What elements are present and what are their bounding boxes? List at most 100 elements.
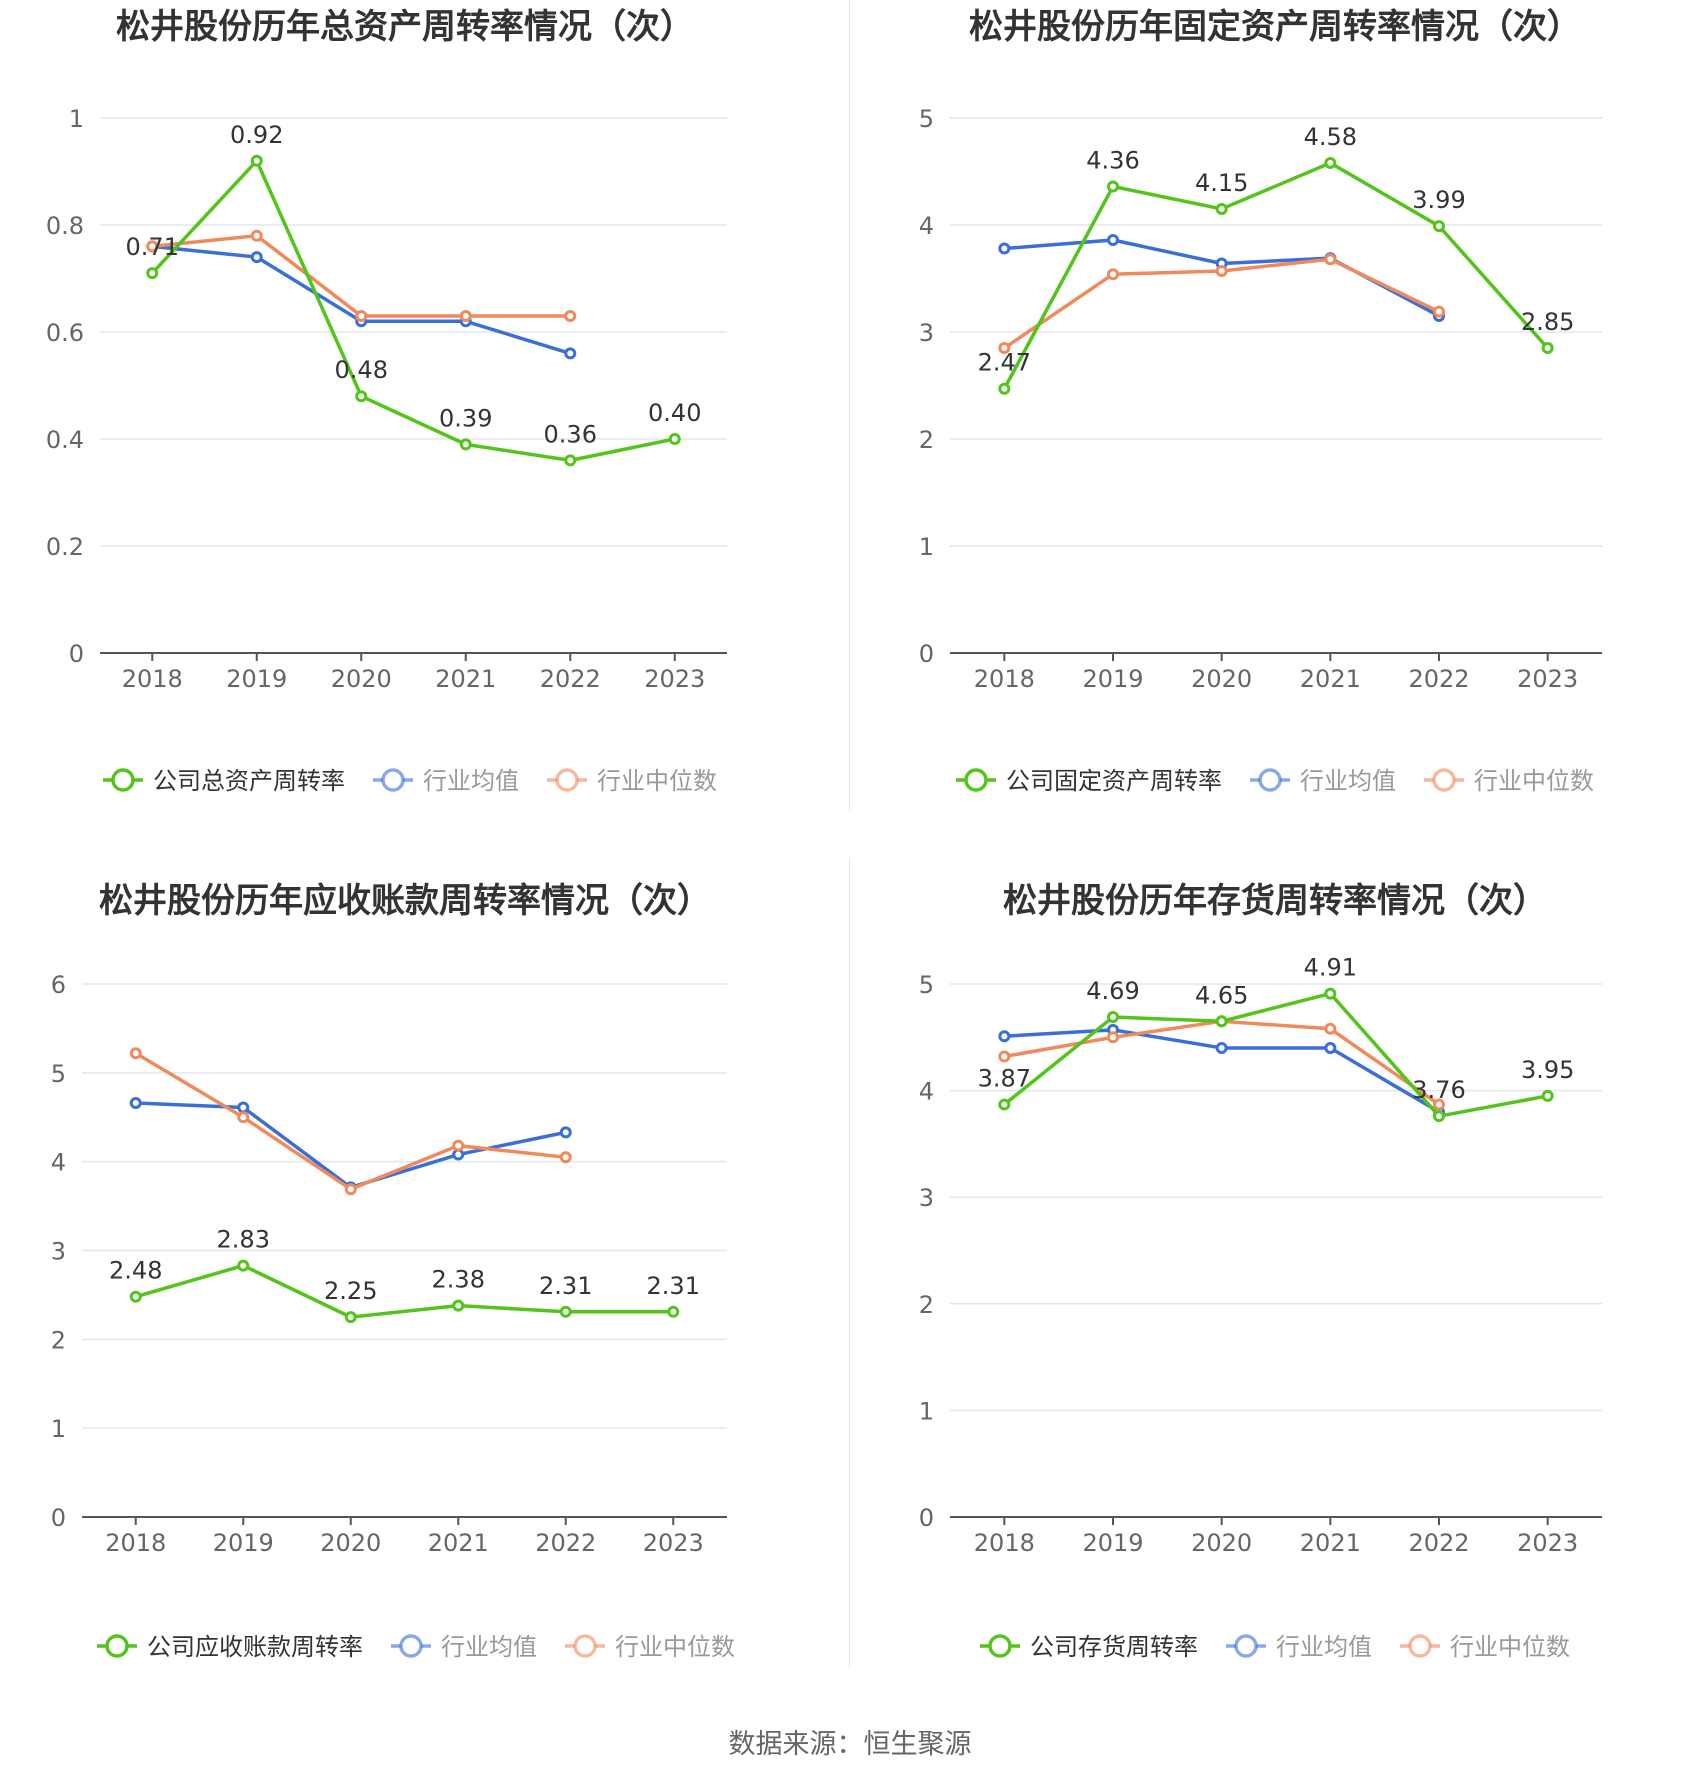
legend-label: 公司固定资产周转率 (1006, 767, 1222, 795)
data-point (559, 1305, 572, 1318)
x-tick-label: 2021 (1300, 665, 1361, 693)
x-tick-label: 2020 (1191, 1529, 1252, 1557)
data-point (668, 433, 681, 445)
series-line (134, 1051, 566, 1191)
x-tick-label: 2019 (213, 1529, 274, 1557)
x-tick-label: 2023 (643, 1529, 704, 1557)
data-label: 3.87 (978, 1064, 1031, 1092)
data-point (1107, 180, 1119, 193)
series-line (135, 1101, 567, 1190)
chart-panel-fixed-asset: 松井股份历年固定资产周转率情况（次） 0 1 2 3 4 5 2018 2019 2020 2021… (850, 0, 1700, 860)
data-point (564, 347, 577, 360)
legend-marker-icon (555, 768, 579, 792)
data-label: 4.58 (1304, 123, 1357, 151)
y-tick-label: 1 (919, 1397, 934, 1425)
series-line (1003, 991, 1548, 1118)
data-point (250, 229, 263, 242)
data-label: 3.95 (1521, 1056, 1574, 1084)
chart-title: 松井股份历年存货周转率情况（次） (1003, 881, 1547, 921)
data-point (1215, 265, 1228, 278)
data-label: 4.65 (1195, 981, 1248, 1009)
legend-marker-icon (1408, 1634, 1432, 1658)
y-tick-label: 0 (919, 640, 934, 668)
data-point (998, 342, 1011, 355)
legend-item: 行业均值 (1226, 1633, 1372, 1661)
chart-title: 松井股份历年应收账款周转率情况（次） (99, 881, 711, 921)
data-point (1215, 1015, 1228, 1028)
x-tick-label: 2020 (320, 1529, 381, 1557)
panel-divider-top (849, 0, 850, 810)
x-tick-label: 2022 (1408, 665, 1469, 693)
legend-label: 行业均值 (1276, 1633, 1372, 1661)
data-point (355, 390, 368, 403)
data-point (459, 438, 472, 451)
data-label: 4.69 (1086, 977, 1139, 1005)
x-tick-label: 2022 (540, 665, 601, 693)
y-tick-label: 2 (51, 1326, 66, 1354)
legend-label: 行业均值 (1300, 767, 1396, 795)
x-tick-label: 2018 (974, 1529, 1035, 1557)
data-point (564, 454, 577, 467)
data-point (1324, 1041, 1337, 1054)
data-label: 3.99 (1412, 186, 1465, 214)
x-tick-label: 2022 (535, 1529, 596, 1557)
y-tick-label: 2 (919, 426, 934, 454)
y-tick-label: 0 (51, 1504, 66, 1532)
series-line (152, 244, 571, 356)
y-tick-label: 0.4 (46, 426, 84, 454)
x-tick-label: 2023 (1517, 665, 1578, 693)
data-label: 2.25 (324, 1277, 377, 1305)
data-label: 2.38 (432, 1266, 485, 1294)
data-point (452, 1299, 465, 1312)
legend-item: 行业均值 (391, 1633, 537, 1661)
series-line (152, 233, 571, 318)
x-tick-label: 2023 (644, 665, 705, 693)
x-tick-label: 2018 (974, 665, 1035, 693)
legend-label: 行业中位数 (1474, 767, 1594, 795)
data-label: 2.85 (1521, 308, 1574, 336)
data-point (237, 1259, 250, 1272)
data-point (564, 309, 577, 322)
chart-title: 松井股份历年总资产周转率情况（次） (116, 7, 694, 47)
chart-panel-receivables: 松井股份历年应收账款周转率情况（次） 0 1 2 3 4 5 6 2018 2019 2020 202… (0, 860, 850, 1720)
y-tick-label: 0.2 (46, 533, 84, 561)
data-source-note: 数据来源：恒生聚源 (728, 1729, 972, 1760)
data-label: 2.31 (539, 1272, 592, 1300)
y-tick-label: 4 (919, 212, 934, 240)
data-point (146, 267, 159, 280)
data-label: 2.31 (647, 1272, 700, 1300)
data-label: 0.92 (230, 121, 283, 149)
y-tick-label: 5 (51, 1060, 66, 1088)
x-tick-label: 2022 (1408, 1529, 1469, 1557)
y-tick-label: 5 (919, 971, 934, 999)
data-point (1324, 253, 1337, 266)
legend-item: 行业中位数 (1400, 1633, 1570, 1661)
legend-item: 行业均值 (1250, 767, 1396, 795)
data-label: 4.15 (1195, 169, 1248, 197)
legend-marker-icon (988, 1634, 1012, 1658)
legend-label: 公司总资产周转率 (153, 767, 345, 795)
series-line (150, 159, 676, 463)
legend-marker-icon (381, 768, 405, 792)
legend-marker-icon (964, 768, 988, 792)
legend-item: 公司存货周转率 (980, 1633, 1198, 1661)
x-tick-label: 2020 (331, 665, 392, 693)
series-line (1002, 161, 1549, 390)
data-label: 2.83 (217, 1226, 270, 1254)
legend-label: 行业中位数 (615, 1633, 735, 1661)
data-point (1215, 1041, 1228, 1054)
legend-label: 行业中位数 (1450, 1633, 1570, 1661)
data-point (1433, 1110, 1445, 1123)
x-tick-label: 2021 (1300, 1529, 1361, 1557)
data-point (998, 1050, 1011, 1063)
legend-marker-icon (399, 1634, 423, 1658)
legend-item: 公司固定资产周转率 (956, 767, 1222, 795)
x-tick-label: 2019 (1082, 665, 1143, 693)
legend-item: 行业中位数 (1424, 767, 1594, 795)
x-tick-label: 2019 (226, 665, 287, 693)
data-point (559, 1151, 572, 1164)
data-point (344, 1311, 357, 1324)
series-line (135, 1263, 674, 1319)
x-tick-label: 2019 (1082, 1529, 1143, 1557)
y-tick-label: 5 (919, 105, 934, 133)
